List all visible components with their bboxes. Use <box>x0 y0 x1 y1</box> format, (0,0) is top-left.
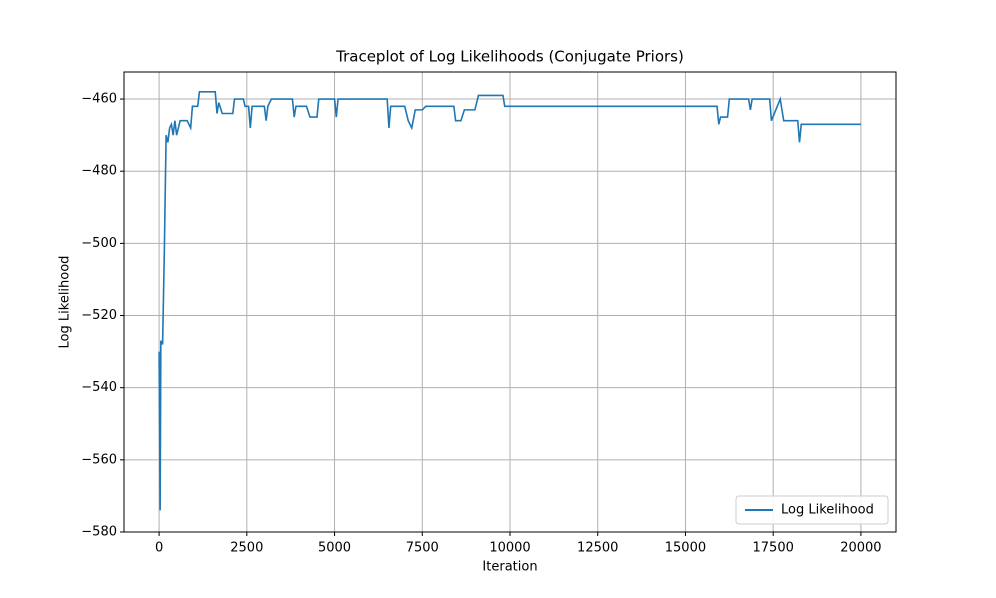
x-tick-label: 10000 <box>489 541 530 556</box>
chart-title: Traceplot of Log Likelihoods (Conjugate … <box>335 48 684 66</box>
x-tick-label: 7500 <box>406 541 439 556</box>
y-tick-label: −480 <box>81 164 117 179</box>
y-axis-label: Log Likelihood <box>58 256 73 349</box>
y-tick-label: −560 <box>81 452 117 467</box>
y-tick-label: −460 <box>81 92 117 107</box>
y-tick-label: −540 <box>81 380 117 395</box>
legend-box <box>735 495 889 525</box>
x-tick-label: 5000 <box>318 541 351 556</box>
line <box>158 91 861 511</box>
legend-label: Log Likelihood <box>781 503 874 518</box>
x-tick-label: 15000 <box>665 541 706 556</box>
x-axis-label: Iteration <box>482 560 537 575</box>
y-tick-label: −520 <box>81 308 117 323</box>
plot-frame <box>123 71 897 533</box>
x-tick-label: 0 <box>155 541 163 556</box>
x-tick-label: 2500 <box>230 541 263 556</box>
y-tick-label: −500 <box>81 236 117 251</box>
x-tick-label: 20000 <box>840 541 881 556</box>
x-tick-label: 12500 <box>577 541 618 556</box>
x-tick-label: 17500 <box>753 541 794 556</box>
y-tick-label: −580 <box>81 525 117 540</box>
